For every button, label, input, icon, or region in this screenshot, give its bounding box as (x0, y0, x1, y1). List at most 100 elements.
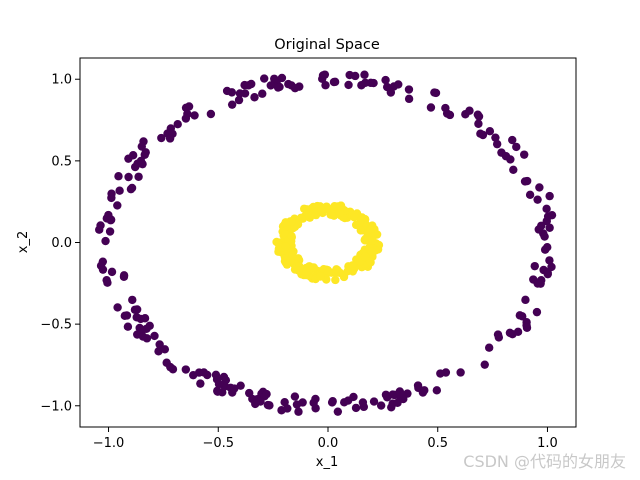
outer-circle-point (251, 399, 260, 409)
inner-circle-point (288, 250, 297, 260)
inner-circle-point (302, 267, 311, 276)
outer-circle-point (290, 392, 300, 401)
y-tick-label: −1.0 (40, 399, 72, 414)
outer-circle-point (491, 133, 500, 142)
x-tick-label: 0.5 (427, 436, 448, 451)
inner-circle-point (360, 235, 369, 245)
inner-circle-point (330, 201, 339, 211)
outer-circle-point (545, 223, 554, 232)
inner-circle-point (311, 210, 321, 220)
outer-circle-point (292, 400, 302, 409)
inner-circle-point (343, 267, 352, 276)
outer-circle-point (104, 210, 113, 220)
outer-circle-point (136, 156, 146, 166)
outer-circle-point (431, 88, 441, 98)
inner-circle-point (367, 247, 377, 256)
inner-circle-point (366, 225, 375, 234)
outer-circle-point (150, 331, 159, 341)
outer-circle-point (273, 83, 283, 92)
outer-circle-point (101, 236, 110, 246)
outer-circle-point (445, 110, 455, 120)
outer-circle-point (398, 391, 408, 400)
inner-circle-point (296, 213, 306, 222)
inner-circle-point (335, 208, 345, 217)
outer-circle-point (484, 343, 494, 352)
outer-circle-point (262, 389, 271, 399)
outer-circle-point (123, 322, 133, 331)
outer-circle-point (311, 404, 320, 413)
outer-circle-point (381, 75, 390, 85)
outer-circle-point (113, 303, 122, 312)
outer-circle-point (321, 81, 330, 90)
outer-circle-point (103, 278, 112, 287)
outer-circle-point (189, 370, 198, 380)
outer-circle-point (351, 71, 360, 81)
inner-circle-point (316, 272, 325, 281)
inner-circle-point (331, 275, 340, 285)
outer-circle-point (206, 109, 216, 119)
outer-circle-point (547, 262, 556, 272)
outer-circle-point (115, 186, 124, 195)
outer-circle-point (508, 135, 517, 145)
outer-circle-point (361, 78, 370, 87)
outer-circle-point (327, 398, 337, 407)
outer-circle-point (394, 80, 403, 89)
outer-circle-point (211, 370, 221, 380)
y-tick-label: 1.0 (51, 73, 72, 88)
data-points (95, 70, 557, 416)
x-tick-label: 0.0 (318, 436, 339, 451)
outer-circle-point (260, 74, 269, 83)
outer-circle-point (532, 307, 542, 317)
outer-circle-point (509, 165, 518, 175)
y-tick-label: 0.0 (51, 236, 72, 251)
outer-circle-point (393, 398, 402, 408)
outer-circle-point (333, 407, 343, 416)
outer-circle-point (456, 368, 465, 377)
outer-circle-point (521, 295, 530, 305)
chart-title: Original Space (274, 37, 380, 53)
outer-circle-point (190, 111, 199, 120)
outer-circle-point (485, 127, 495, 136)
outer-circle-point (230, 384, 239, 393)
y-tick-label: −0.5 (40, 318, 72, 333)
watermark: CSDN @代码的女朋友 (463, 452, 626, 471)
inner-circle-point (336, 201, 346, 211)
outer-circle-point (520, 150, 529, 159)
outer-circle-point (369, 397, 379, 406)
outer-circle-point (266, 81, 275, 90)
outer-circle-point (137, 142, 146, 151)
outer-circle-point (140, 314, 150, 323)
outer-circle-point (533, 195, 542, 204)
outer-circle-point (320, 70, 330, 79)
outer-circle-point (128, 151, 138, 160)
outer-circle-point (132, 313, 141, 322)
outer-circle-point (265, 401, 274, 410)
outer-circle-point (234, 95, 244, 105)
outer-circle-point (340, 398, 349, 407)
outer-circle-point (522, 323, 532, 332)
outer-circle-point (128, 295, 137, 305)
outer-circle-point (501, 152, 511, 161)
outer-circle-point (107, 193, 116, 203)
outer-circle-point (542, 204, 551, 214)
outer-circle-point (250, 93, 259, 102)
outer-circle-point (294, 407, 303, 416)
outer-circle-point (525, 190, 535, 200)
outer-circle-point (154, 347, 163, 356)
outer-circle-point (547, 210, 557, 220)
outer-circle-point (505, 328, 515, 338)
x-axis-label: x_1 (316, 455, 338, 470)
outer-circle-point (270, 74, 279, 83)
outer-circle-point (196, 379, 205, 388)
outer-circle-point (113, 201, 122, 210)
outer-circle-point (120, 311, 130, 321)
outer-circle-point (280, 397, 289, 407)
outer-circle-point (369, 78, 378, 88)
inner-circle-point (332, 265, 341, 274)
outer-circle-point (432, 386, 442, 395)
outer-circle-point (480, 360, 489, 369)
outer-circle-point (290, 84, 300, 93)
outer-circle-point (138, 332, 148, 341)
x-tick-label: 1.0 (537, 436, 558, 451)
outer-circle-point (426, 103, 436, 112)
